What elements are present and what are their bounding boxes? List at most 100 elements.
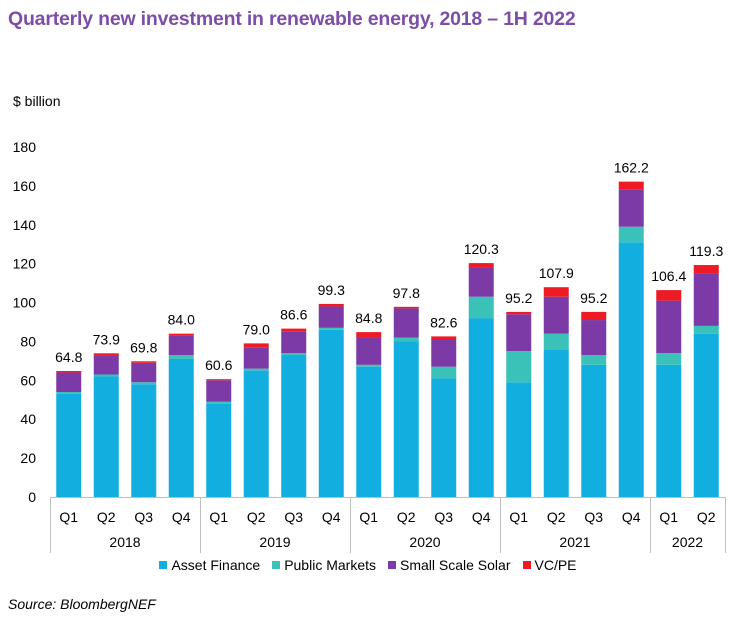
bar-total-label: 162.2 (614, 160, 649, 176)
bar-total-label: 73.9 (93, 331, 120, 347)
bar-segment-public-markets (506, 351, 532, 383)
y-tick-label: 160 (13, 178, 37, 194)
bar-segment-small-scale-solar (693, 273, 719, 326)
bar-total-label: 107.9 (539, 265, 574, 281)
bar-total-label: 106.4 (651, 268, 686, 284)
bar-total-label: 82.6 (430, 314, 457, 330)
bar-segment-asset-finance (656, 364, 682, 497)
bar-segment-small-scale-solar (356, 337, 382, 365)
legend-item: VC/PE (522, 557, 577, 573)
bar-total-label: 95.2 (580, 290, 607, 306)
bar-segment-public-markets (131, 382, 157, 385)
bar-segment-public-markets (206, 401, 232, 404)
x-tick-label-year: 2019 (259, 534, 290, 550)
bar-total-label: 60.6 (205, 357, 232, 373)
bar-segment-vc-pe (93, 353, 119, 356)
bar-total-label: 84.8 (355, 310, 382, 326)
x-tick-label-quarter: Q2 (397, 509, 416, 525)
x-tick-label-quarter: Q4 (472, 509, 491, 525)
bar-segment-asset-finance (356, 366, 382, 497)
bar-total-label: 95.2 (505, 290, 532, 306)
bar-segment-small-scale-solar (656, 300, 682, 354)
legend-label: Asset Finance (171, 557, 261, 573)
bar-segment-vc-pe (543, 287, 569, 297)
x-tick-label-quarter: Q2 (247, 509, 266, 525)
y-tick-label: 100 (13, 295, 37, 311)
y-tick-label: 40 (20, 411, 36, 427)
x-tick-label-year: 2021 (559, 534, 590, 550)
bar-segment-vc-pe (56, 371, 82, 373)
bar-total-label: 119.3 (689, 243, 723, 259)
bar-segment-vc-pe (168, 333, 194, 336)
x-tick-label-year: 2018 (109, 534, 140, 550)
bar-segment-public-markets (543, 333, 569, 350)
legend-swatch (272, 561, 281, 569)
bar-total-label: 99.3 (318, 282, 345, 298)
bar-segment-vc-pe (656, 290, 682, 301)
source-note: Source: BloombergNEF (8, 596, 156, 612)
legend-label: Small Scale Solar (400, 557, 511, 573)
bar-segment-vc-pe (243, 343, 269, 348)
x-tick-label-quarter: Q4 (172, 509, 191, 525)
legend-item: Public Markets (272, 557, 376, 573)
y-axis-unit-label: $ billion (13, 93, 61, 109)
bar-segment-small-scale-solar (243, 347, 269, 369)
x-tick-label-quarter: Q2 (547, 509, 566, 525)
bar-segment-public-markets (318, 327, 344, 330)
legend-label: VC/PE (534, 557, 577, 573)
x-tick-label-quarter: Q2 (97, 509, 116, 525)
bar-total-label: 79.0 (243, 321, 270, 337)
bar-segment-small-scale-solar (281, 331, 307, 354)
x-tick-label-quarter: Q3 (284, 509, 303, 525)
x-tick-label-year: 2022 (672, 534, 703, 550)
bar-segment-asset-finance (431, 378, 457, 497)
legend-swatch (388, 561, 396, 569)
bar-segment-vc-pe (393, 306, 419, 309)
bar-segment-vc-pe (431, 336, 457, 340)
bar-segment-vc-pe (618, 181, 644, 190)
bar-segment-vc-pe (131, 361, 157, 363)
bar-segment-public-markets (281, 353, 307, 356)
y-tick-label: 60 (20, 372, 36, 388)
bar-segment-small-scale-solar (431, 339, 457, 367)
bar-segment-small-scale-solar (618, 189, 644, 227)
bar-total-label: 69.8 (130, 339, 157, 355)
bar-segment-asset-finance (131, 384, 157, 497)
y-tick-label: 0 (28, 489, 36, 505)
bar-segment-public-markets (393, 337, 419, 342)
bar-segment-small-scale-solar (318, 306, 344, 328)
x-tick-label-quarter: Q3 (134, 509, 153, 525)
bar-total-label: 120.3 (464, 241, 499, 257)
legend-label: Public Markets (284, 557, 376, 573)
bar-segment-asset-finance (206, 403, 232, 497)
bar-segment-vc-pe (506, 311, 532, 315)
y-tick-label: 120 (13, 256, 37, 272)
y-tick-label: 20 (20, 450, 36, 466)
bar-segment-asset-finance (393, 341, 419, 497)
bar-segment-small-scale-solar (206, 380, 232, 402)
bar-segment-vc-pe (281, 328, 307, 332)
bar-segment-small-scale-solar (168, 335, 194, 356)
x-tick-label-quarter: Q2 (697, 509, 716, 525)
bar-segment-small-scale-solar (506, 314, 532, 352)
x-tick-label-quarter: Q1 (59, 509, 78, 525)
legend-swatch (522, 561, 531, 569)
x-tick-label-quarter: Q1 (359, 509, 378, 525)
legend-item: Asset Finance (159, 557, 260, 573)
bar-segment-vc-pe (356, 332, 382, 338)
bar-segment-asset-finance (693, 333, 719, 497)
bar-segment-asset-finance (318, 329, 344, 497)
bar-segment-small-scale-solar (56, 372, 82, 392)
x-tick-label-quarter: Q4 (322, 509, 341, 525)
bar-segment-asset-finance (618, 242, 644, 497)
legend-item: Small Scale Solar (388, 557, 511, 573)
stacked-bar-chart: 0 20 40 60 80 100 120 140 160 180 64.8 Q1 73.9 Q2 69.8… (13, 139, 726, 553)
bar-segment-public-markets (56, 392, 82, 394)
bar-segment-asset-finance (168, 358, 194, 497)
x-tick-label-quarter: Q1 (659, 509, 678, 525)
x-tick-label-quarter: Q3 (434, 509, 453, 525)
bar-segment-small-scale-solar (93, 355, 119, 375)
chart-title: Quarterly new investment in renewable en… (8, 8, 576, 30)
bar-segment-asset-finance (93, 376, 119, 497)
y-tick-label: 180 (13, 139, 37, 155)
